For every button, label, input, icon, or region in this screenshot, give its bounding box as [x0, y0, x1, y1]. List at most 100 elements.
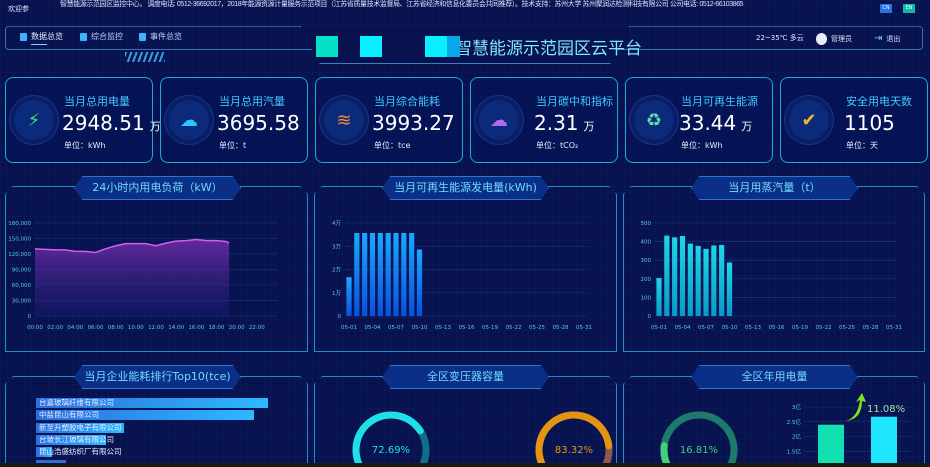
bar [664, 235, 670, 316]
y-tick-label: 30,000 [12, 299, 32, 305]
bar [401, 232, 407, 316]
x-tick-label: 05-01 [341, 325, 357, 331]
gauge-fill [660, 442, 673, 467]
card-unit: 单位：kWh [64, 141, 106, 150]
x-tick-label: 00:00 [27, 325, 43, 331]
card-value: 3993.27 [372, 111, 460, 135]
ticker-bar: 欢迎参 智慧能源示范园区监控中心， 调度电话: 0512-36692017，20… [0, 0, 930, 18]
x-tick-label: 05-13 [435, 325, 451, 331]
y-tick-label: 200 [641, 277, 652, 283]
card-label: 当月总用电量 [64, 95, 130, 108]
ranking-label: 新至升塑胶电子有限公司 [39, 422, 122, 432]
x-tick-label: 05-31 [576, 325, 592, 331]
y-tick-label: 3万 [332, 243, 341, 250]
bar [393, 232, 399, 316]
card-label: 当月可再生能源 [681, 95, 758, 108]
y-tick-label: 0 [28, 314, 32, 320]
y-tick-label: 0 [648, 314, 652, 320]
weather-text: 22~35℃ 多云 [756, 34, 804, 42]
y-tick-label: 2亿 [792, 433, 801, 441]
card-value: 3695.58 [217, 111, 305, 135]
co2-cloud-icon: ☁ [479, 100, 519, 140]
card-value: 1105 [844, 111, 900, 135]
card-value: 2948.51 万 [62, 111, 161, 135]
value-suffix: 万 [741, 120, 753, 133]
x-tick-label: 05-04 [365, 325, 381, 331]
lang-en-button[interactable]: EN [903, 4, 915, 13]
nav-events[interactable]: 事件总览 [139, 31, 182, 42]
annual-bar [871, 416, 897, 467]
card-value: 33.44 万 [679, 111, 752, 135]
y-tick-label: 60,000 [12, 283, 32, 289]
card-label: 当月综合能耗 [374, 95, 440, 108]
nav-label: 数据总览 [31, 32, 63, 41]
card-unit: 单位：tCO₂ [536, 141, 579, 150]
title-block [447, 36, 460, 57]
bar [362, 232, 368, 316]
document-icon [139, 32, 146, 41]
logout-label: 退出 [886, 34, 901, 43]
y-tick-label: 1.5亿 [787, 447, 802, 455]
x-tick-label: 08:00 [108, 325, 124, 331]
ticker-text: 智慧能源示范园区监控中心， 调度电话: 0512-36692017，2018年能… [60, 1, 744, 8]
layers-icon: ≋ [324, 100, 364, 140]
y-tick-label: 2.5亿 [787, 418, 802, 426]
gauge-value: 72.69% [372, 445, 410, 456]
card-unit: 单位：tce [374, 141, 411, 150]
welcome-text: 欢迎参 [8, 5, 29, 13]
stat-card: ✔ 安全用电天数 1105 单位：天 [780, 77, 928, 163]
gauge-track [660, 411, 738, 467]
avatar [816, 33, 827, 45]
value-number: 2.31 [534, 111, 579, 135]
x-tick-label: 04:00 [67, 325, 83, 331]
x-tick-label: 05-22 [816, 325, 832, 331]
stat-card: ☁ 当月碳中和指标 2.31 万 单位：tCO₂ [470, 77, 618, 163]
title-block [360, 36, 382, 57]
card-label: 当月碳中和指标 [536, 95, 613, 108]
gauge-fill [535, 411, 613, 467]
bottom-bar [0, 463, 930, 467]
nav-data-overview[interactable]: 数据总览 [20, 31, 63, 45]
panel-title: 24小时内用电负荷（kW） [74, 176, 241, 200]
ranking-label: 台嘉玻璃纤维有限公司 [39, 398, 114, 407]
stat-card: ♻ 当月可再生能源 33.44 万 单位：kWh [625, 77, 773, 163]
card-label: 安全用电天数 [846, 95, 912, 108]
user-menu[interactable]: 管理员 [816, 33, 852, 45]
x-tick-label: 20:00 [229, 325, 245, 331]
logout-button[interactable]: ⇥ 退出 [874, 33, 900, 44]
x-tick-label: 05-19 [482, 325, 498, 331]
gauge-value: 16.81% [680, 445, 718, 456]
card-unit: 单位：天 [846, 141, 878, 150]
bar [346, 277, 352, 316]
card-label: 当月总用汽量 [219, 95, 285, 108]
bar [679, 236, 686, 316]
lightning-icon: ⚡ [14, 100, 54, 140]
x-tick-label: 05-25 [839, 325, 855, 331]
dashboard-icon [20, 32, 27, 41]
y-tick-label: 400 [641, 240, 652, 246]
bar [711, 245, 717, 316]
panel-title: 当月企业能耗排行Top10(tce) [74, 365, 241, 389]
title-block [425, 36, 447, 57]
ranking-label: 昆山浩盛纺织厂有限公司 [39, 447, 122, 457]
growth-value: 11.08% [867, 404, 905, 415]
ranking-bar [36, 434, 106, 445]
ranking-label: 中盐昆山有限公司 [39, 410, 99, 420]
x-tick-label: 18:00 [209, 325, 225, 331]
x-tick-label: 06:00 [88, 325, 104, 331]
card-value: 2.31 万 [534, 111, 595, 135]
ranking-bar [36, 410, 255, 421]
y-tick-label: 90,000 [12, 268, 32, 274]
page-title: 智慧能源示范园区云平台 [455, 39, 642, 59]
decor-stripes [125, 52, 165, 62]
y-tick-label: 150,000 [8, 237, 31, 243]
x-tick-label: 14:00 [168, 325, 184, 331]
ranking-bar [36, 460, 66, 463]
x-tick-label: 05-01 [651, 325, 667, 331]
lang-cn-button[interactable]: CN [880, 4, 892, 13]
y-tick-label: 300 [641, 258, 652, 264]
x-tick-label: 05-13 [745, 325, 761, 331]
user-name: 管理员 [831, 35, 852, 43]
nav-monitoring[interactable]: 综合监控 [80, 31, 123, 42]
